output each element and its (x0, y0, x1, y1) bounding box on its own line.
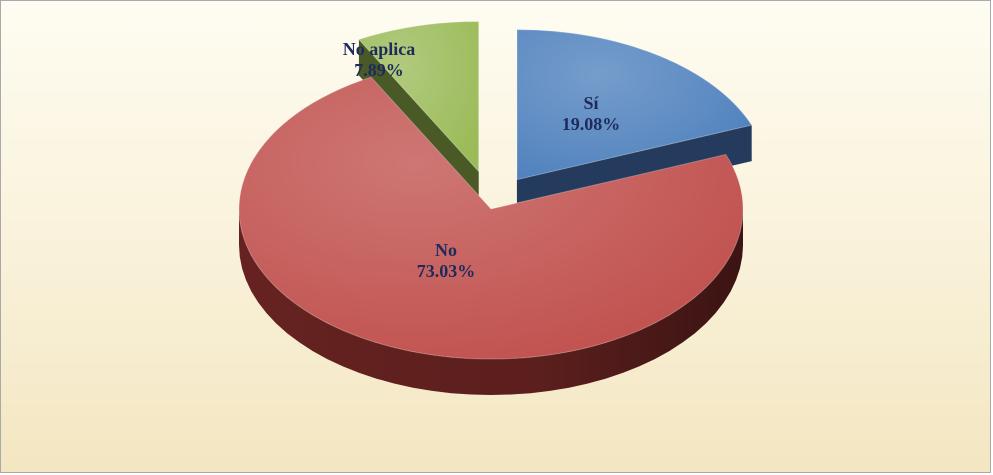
slice-labels: Sí 19.08% No 73.03% No aplica 7.89% (343, 39, 621, 281)
slice-label: Sí 19.08% (562, 93, 621, 134)
slice-name-label: Sí (583, 93, 599, 113)
slice-percent-label: 73.03% (417, 261, 476, 281)
slice-side-shade (239, 209, 743, 395)
slice-name-label: No aplica (343, 39, 416, 59)
slice-label: No 73.03% (417, 240, 476, 281)
slice-highlight (358, 21, 479, 172)
slice-label: No aplica 7.89% (343, 39, 416, 80)
slice-highlight (517, 29, 752, 180)
slice-tops (238, 20, 753, 360)
slice-name-label: No (435, 240, 457, 260)
slice-percent-label: 19.08% (562, 114, 621, 134)
slice-highlight (239, 77, 744, 360)
slice-percent-label: 7.89% (354, 60, 404, 80)
